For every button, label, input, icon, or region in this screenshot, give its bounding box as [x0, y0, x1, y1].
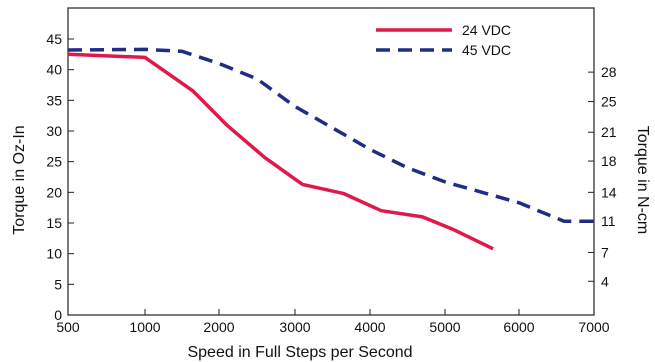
y2-tick-label: 18 — [601, 153, 617, 169]
series-line-24-vdc — [67, 52, 494, 251]
series-lines — [67, 47, 594, 251]
left-y-axis-ticks: 0 5 10 15 20 25 30 35 40 45 — [46, 31, 74, 323]
legend-label: 45 VDC — [462, 42, 511, 58]
y-tick-label: 35 — [46, 92, 62, 108]
y2-tick-label: 28 — [601, 64, 617, 80]
y-axis-label: Torque in Oz-In — [11, 125, 28, 234]
x-tick-label: 3000 — [279, 319, 310, 335]
legend: 24 VDC 45 VDC — [372, 16, 538, 62]
y2-tick-label: 11 — [601, 213, 616, 229]
x-tick-label: 1000 — [129, 319, 160, 335]
y2-tick-label: 25 — [601, 94, 617, 110]
x-axis-ticks: 500 1000 2000 3000 4000 5000 6000 7000 — [56, 309, 610, 335]
legend-label: 24 VDC — [462, 22, 511, 38]
right-y-axis-label: Torque in N-cm — [634, 126, 651, 234]
y-tick-label: 15 — [46, 215, 62, 231]
x-tick-label: 7000 — [578, 319, 609, 335]
y-tick-label: 5 — [54, 276, 62, 292]
y2-tick-label: 14 — [601, 184, 617, 200]
x-tick-label: 2000 — [203, 319, 234, 335]
x-tick-label: 6000 — [503, 319, 534, 335]
y2-tick-label: 4 — [601, 273, 609, 289]
y-tick-label: 20 — [46, 184, 62, 200]
x-tick-label: 5000 — [429, 319, 460, 335]
y-tick-label: 10 — [46, 246, 62, 262]
y-tick-label: 25 — [46, 154, 62, 170]
series-line-45-vdc — [67, 47, 594, 223]
y2-tick-label: 21 — [601, 124, 617, 140]
y2-tick-label: 7 — [601, 244, 609, 260]
x-axis-label: Speed in Full Steps per Second — [187, 344, 412, 361]
x-tick-label: 4000 — [354, 319, 385, 335]
x-tick-label: 500 — [56, 319, 80, 335]
y-tick-label: 30 — [46, 123, 62, 139]
y-tick-label: 0 — [54, 307, 62, 323]
legend-box — [372, 16, 538, 62]
y-tick-label: 40 — [46, 62, 62, 78]
y-tick-label: 45 — [46, 31, 62, 47]
right-y-axis-ticks: 4 7 11 14 18 21 25 28 — [588, 64, 617, 289]
